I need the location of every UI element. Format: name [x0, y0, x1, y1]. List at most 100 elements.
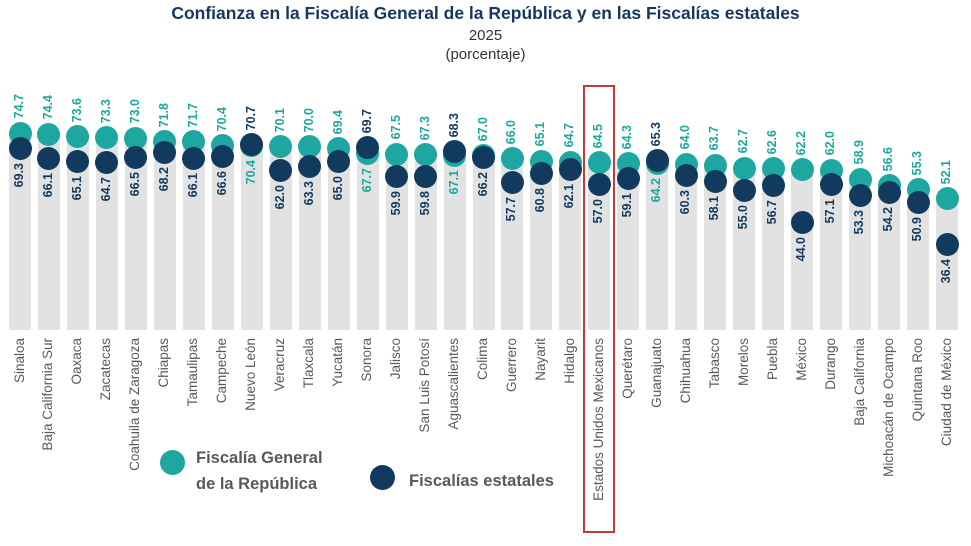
estatal-dot [327, 149, 351, 173]
fgr-dot [935, 187, 959, 211]
state-axis-label: Colima [475, 338, 490, 381]
estatal-value-label: 59.8 [417, 190, 432, 216]
estatal-dot [414, 164, 438, 188]
fgr-value-label: 62.0 [823, 131, 838, 156]
estatal-dot [906, 190, 930, 214]
estatal-dot [240, 133, 264, 157]
estatal-dot [211, 145, 235, 169]
estatal-dot [761, 173, 785, 197]
estatal-dot [153, 140, 177, 164]
fgr-value-label: 65.1 [533, 122, 548, 147]
column-bar [37, 134, 60, 330]
column-bar [182, 141, 205, 330]
estatal-dot [819, 172, 843, 196]
state-axis-label: Puebla [764, 338, 780, 381]
estatal-value-label: 53.3 [852, 209, 867, 235]
fgr-dot [587, 151, 611, 175]
state-axis-label: Coahuila de Zaragoza [127, 338, 143, 471]
estatal-dot [587, 173, 611, 197]
column-bar [675, 164, 698, 330]
estatal-dot [558, 158, 582, 182]
estatal-value-label: 60.8 [533, 188, 548, 213]
estatal-value-label: 66.1 [185, 172, 200, 198]
estatal-dot [8, 137, 32, 161]
estatal-value-label: 65.3 [649, 121, 664, 147]
estatal-value-label: 59.9 [388, 190, 403, 216]
state-axis-label: Ciudad de México [938, 338, 954, 447]
fgr-value-label: 62.6 [765, 129, 780, 154]
estatal-dot [529, 162, 553, 186]
state-axis-label: Baja California Sur [40, 338, 56, 451]
state-axis-label: Guerrero [503, 338, 519, 393]
estatal-value-label: 60.3 [678, 189, 693, 214]
state-axis-label: Tabasco [706, 338, 722, 389]
column-bar [269, 146, 292, 330]
column-bar [385, 154, 408, 330]
fgr-value-label: 67.5 [388, 115, 403, 140]
estatal-dot [443, 140, 467, 164]
column-bar [820, 170, 843, 330]
fgr-dot [95, 125, 119, 149]
fgr-value-label: 58.9 [852, 140, 867, 165]
estatal-dot [298, 154, 322, 178]
column-bar [791, 169, 814, 330]
fgr-dot [298, 135, 322, 159]
column-bar [733, 168, 756, 330]
state-axis-label: Sonora [359, 338, 375, 382]
estatal-dot [356, 136, 380, 160]
estatal-dot [848, 183, 872, 207]
highlight-box-estados-unidos-mexicanos [583, 85, 616, 533]
estatal-value-label: 56.7 [765, 199, 780, 225]
estatal-dot [37, 146, 61, 170]
state-axis-label: Hidalgo [561, 338, 577, 384]
estatal-value-label: 55.0 [736, 204, 751, 230]
state-axis-label: Veracruz [272, 338, 288, 392]
fgr-value-label: 73.0 [127, 99, 142, 124]
estatal-value-label: 70.7 [243, 106, 258, 131]
legend-estatales-dot [370, 465, 395, 490]
fgr-dot [414, 143, 438, 167]
estatal-dot [877, 181, 901, 205]
estatal-value-label: 36.4 [939, 258, 953, 284]
estatal-value-label: 66.6 [214, 171, 229, 196]
state-axis-label: Zacatecas [98, 338, 114, 401]
fgr-dot [385, 142, 409, 166]
column-bar [211, 145, 234, 330]
estatal-dot [269, 158, 293, 182]
fgr-value-label: 62.7 [736, 129, 751, 154]
fgr-value-label: 67.0 [475, 116, 490, 142]
state-axis-label: Aguascalientes [446, 338, 462, 430]
state-axis-label: Tlaxcala [301, 338, 317, 389]
fgr-value-label: 69.4 [330, 109, 345, 135]
estatal-value-label: 50.9 [910, 216, 925, 242]
column-bar [849, 179, 872, 330]
legend-fgr-label-line1: Fiscalía General [196, 449, 323, 467]
estatal-value-label: 63.3 [301, 180, 316, 206]
estatal-dot [674, 163, 698, 187]
state-axis-label: Quintana Roo [909, 338, 925, 422]
column-bar [66, 136, 89, 330]
estatal-dot [790, 210, 814, 234]
column-bar [327, 148, 350, 330]
estatal-value-label: 68.3 [446, 113, 461, 138]
estatal-dot [472, 146, 495, 170]
state-axis-label: Morelos [735, 338, 751, 387]
fgr-dot [761, 156, 785, 180]
state-axis-label: Yucatán [330, 338, 346, 387]
fgr-value-label: 52.1 [939, 159, 953, 185]
column-bar [936, 198, 958, 330]
estatal-dot [616, 167, 640, 190]
column-bar [907, 189, 930, 330]
fgr-value-label: 70.4 [243, 160, 258, 185]
fgr-value-label: 64.0 [678, 125, 693, 150]
state-axis-label: Durango [822, 338, 838, 390]
state-axis-label: Campeche [214, 338, 230, 404]
fgr-dot [124, 126, 148, 150]
fgr-value-label: 70.1 [272, 107, 287, 133]
column-bar [298, 146, 321, 330]
chart-unit-label: (porcentaje) [445, 46, 526, 63]
state-axis-label: Guanajuato [648, 338, 664, 408]
fgr-dot [500, 147, 524, 170]
legend-fgr-dot [160, 450, 185, 475]
